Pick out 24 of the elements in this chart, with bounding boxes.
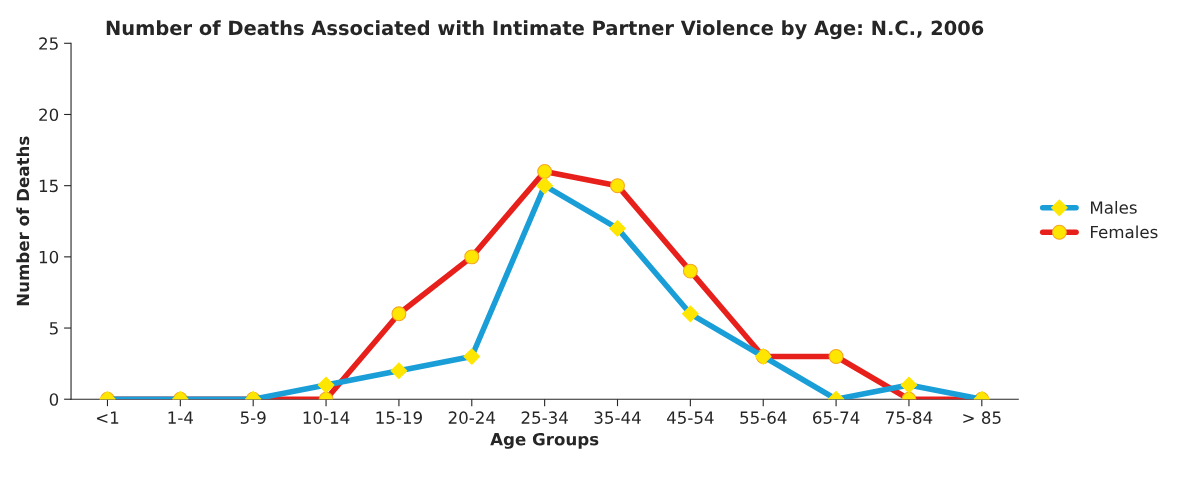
y-tick-label: 25 — [39, 37, 58, 50]
chart-title: Number of Deaths Associated with Intimate Partner Violence by Age: N.C., 2006 — [106, 20, 984, 40]
x-tick-label: 5-9 — [240, 411, 266, 424]
y-tick-label: 0 — [49, 393, 59, 406]
x-tick-label: 75-84 — [886, 411, 933, 424]
x-tick-label: 20-24 — [448, 411, 496, 424]
legend-label: Males — [1091, 200, 1137, 214]
y-tick-label: 10 — [39, 250, 59, 264]
x-axis-title: Age Groups — [490, 432, 599, 449]
x-tick-label: 15-19 — [376, 411, 422, 424]
x-tick-label: 55-64 — [740, 411, 787, 424]
legend-label: Females — [1091, 225, 1158, 239]
x-tick-label: 1-4 — [168, 411, 194, 424]
x-tick-label: 45-54 — [666, 411, 714, 424]
x-tick-label: 25-34 — [521, 411, 568, 424]
y-tick-label: 20 — [39, 108, 59, 122]
x-tick-label: 65-74 — [813, 411, 860, 424]
y-axis-title: Number of Deaths — [16, 136, 30, 306]
x-tick-label: > 85 — [963, 411, 1001, 424]
y-tick-label: 5 — [49, 322, 58, 335]
x-tick-label: 10-14 — [303, 411, 350, 424]
y-tick-label: 15 — [39, 179, 58, 193]
x-tick-label: <1 — [96, 411, 119, 424]
x-tick-label: 35-44 — [594, 411, 641, 424]
